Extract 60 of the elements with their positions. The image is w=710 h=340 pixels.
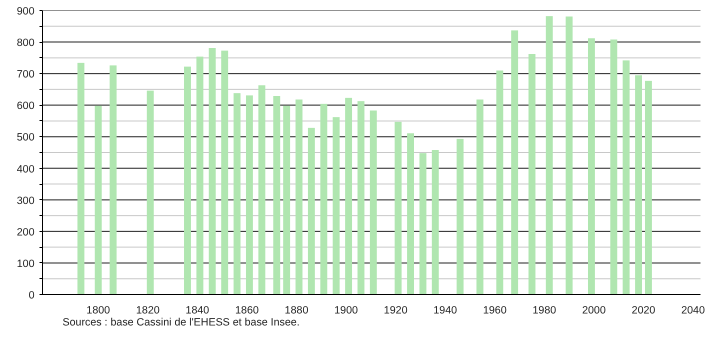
source-note: Sources : base Cassini de l'EHESS et base Insee. (62, 316, 300, 328)
x-tick-label: 1880 (284, 304, 308, 316)
bar (332, 117, 340, 294)
y-tick-label: 700 (16, 68, 35, 81)
x-tick-label: 1820 (136, 304, 160, 316)
bar (394, 122, 402, 294)
y-tick-label: 400 (16, 163, 35, 176)
bar (588, 38, 595, 294)
bar (320, 104, 328, 294)
x-tick-label: 1840 (186, 304, 210, 316)
bar (221, 50, 228, 294)
bar (94, 106, 102, 294)
y-tick-label: 0 (28, 290, 35, 302)
bar (432, 150, 439, 294)
y-tick-label: 800 (16, 37, 35, 50)
x-tick-label: 1960 (482, 304, 507, 316)
bar (196, 56, 204, 294)
x-tick-label: 1900 (334, 304, 358, 316)
bar (357, 101, 364, 294)
bar (146, 90, 154, 294)
y-tick-label: 900 (16, 6, 35, 18)
x-tick-label: 2000 (582, 304, 606, 316)
bar (184, 66, 191, 294)
bar (283, 106, 290, 294)
x-tick-label: 1940 (433, 304, 458, 316)
x-tick-label: 1860 (235, 304, 259, 316)
x-tick-label: 2040 (681, 304, 705, 316)
bar (622, 60, 630, 294)
bar (528, 54, 536, 294)
x-tick-label: 2020 (632, 304, 656, 316)
bar (296, 99, 302, 294)
y-tick-label: 600 (16, 100, 35, 112)
bar (258, 85, 266, 294)
bar (456, 138, 464, 294)
y-tick-label: 500 (16, 132, 35, 144)
x-tick-label: 1980 (532, 304, 556, 316)
y-tick-label: 100 (16, 258, 35, 270)
bar (566, 16, 573, 294)
bar (345, 98, 352, 294)
bar (234, 93, 241, 294)
bar (246, 95, 253, 294)
bar (635, 75, 642, 294)
bar (511, 30, 518, 294)
bar (644, 80, 652, 294)
bar (610, 40, 618, 294)
y-tick-label: 300 (16, 194, 35, 207)
bar (208, 48, 216, 294)
bar (77, 62, 84, 294)
bar (546, 16, 553, 294)
x-tick-label: 1920 (384, 304, 408, 316)
y-tick-label: 200 (16, 226, 35, 238)
bar (496, 70, 504, 294)
bar (407, 133, 414, 294)
bar (370, 110, 377, 294)
bar (110, 65, 117, 294)
x-tick-label: 1800 (86, 304, 110, 316)
bar (273, 96, 280, 294)
bar (476, 99, 484, 294)
bar (308, 128, 315, 294)
bar (419, 153, 426, 294)
